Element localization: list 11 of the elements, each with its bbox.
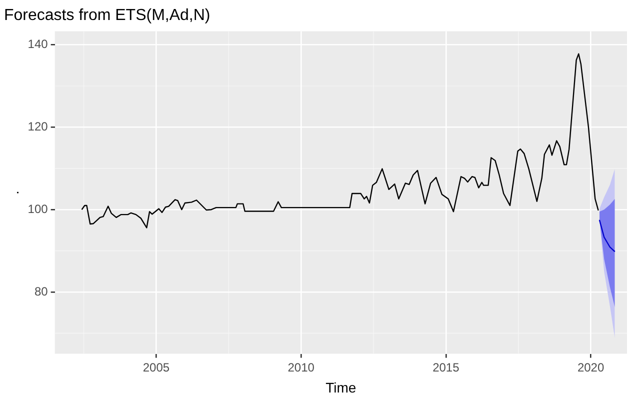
y-tick-label: 120 — [28, 120, 48, 134]
x-tick-label: 2010 — [288, 360, 315, 374]
y-tick-label: 80 — [34, 284, 48, 298]
y-tick-label: 100 — [28, 202, 48, 216]
x-tick-label: 2005 — [142, 360, 170, 374]
x-tick-label: 2015 — [432, 360, 460, 374]
x-tick-label: 2020 — [577, 360, 604, 374]
chart-title: Forecasts from ETS(M,Ad,N) — [4, 7, 210, 24]
x-axis-title: Time — [326, 379, 356, 396]
y-axis-title: . — [5, 190, 22, 194]
y-tick-label: 140 — [28, 37, 48, 52]
